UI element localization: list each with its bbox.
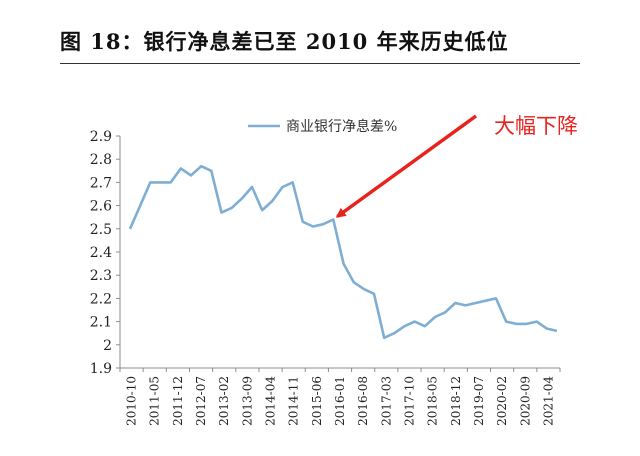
- legend: 商业银行净息差%: [248, 118, 397, 135]
- x-tick-label: 2018-05: [426, 376, 440, 426]
- figure-title: 图 18：银行净息差已至 2010 年来历史低位: [60, 29, 509, 54]
- x-tick-label: 2016-01: [333, 376, 347, 426]
- x-tick-label: 2013-09: [240, 376, 254, 426]
- y-axis-ticks: 2.9 2.8 2.7 2.6 2.5 2.4 2.3 2.2 2.1 2 1.9: [90, 129, 120, 377]
- series-group: [128, 164, 558, 340]
- y-tick-label: 2: [103, 338, 112, 354]
- x-tick-label: 2010-10: [125, 376, 139, 426]
- x-tick-label: 2011-12: [171, 376, 185, 426]
- y-tick-label: 2.1: [90, 315, 112, 331]
- x-tick-label: 2018-12: [449, 376, 463, 426]
- title-bar: 图 18：银行净息差已至 2010 年来历史低位: [0, 0, 640, 64]
- x-tick-label: 2020-02: [495, 376, 509, 426]
- x-tick-label: 2017-03: [379, 376, 393, 426]
- series-line-net-interest-margin: [128, 164, 558, 340]
- x-tick-label: 2013-02: [217, 376, 231, 426]
- x-axis-ticks: 2010-10 2011-05 2011-12 2012-07 2013-02 2013-…: [119, 368, 561, 426]
- x-tick-label: 2011-05: [148, 376, 162, 426]
- y-tick-label: 2.6: [90, 199, 112, 215]
- x-tick-label: 2017-10: [402, 376, 416, 426]
- y-tick-label: 2.2: [90, 291, 112, 307]
- title-underline: [60, 63, 580, 64]
- y-tick-label: 1.9: [90, 361, 112, 377]
- y-tick-label: 2.3: [90, 268, 112, 284]
- x-tick-label: 2014-11: [287, 376, 301, 426]
- annotation-text: 大幅下降: [494, 114, 578, 138]
- x-tick-label: 2020-09: [518, 376, 532, 426]
- x-tick-label: 2012-07: [194, 376, 208, 426]
- y-tick-label: 2.9: [90, 129, 112, 145]
- x-tick-label: 2014-04: [264, 376, 278, 426]
- y-tick-label: 2.5: [90, 222, 112, 238]
- x-tick-label: 2016-08: [356, 376, 370, 426]
- x-tick-label: 2015-06: [310, 376, 324, 426]
- y-tick-label: 2.7: [90, 175, 112, 191]
- legend-label: 商业银行净息差%: [286, 118, 397, 135]
- annotation-arrow: [335, 114, 478, 218]
- annotation-group: 大幅下降: [335, 114, 578, 218]
- x-tick-label: 2019-07: [472, 376, 486, 426]
- y-tick-label: 2.8: [90, 152, 112, 168]
- y-tick-label: 2.4: [90, 245, 112, 261]
- x-tick-label: 2021-04: [541, 376, 555, 426]
